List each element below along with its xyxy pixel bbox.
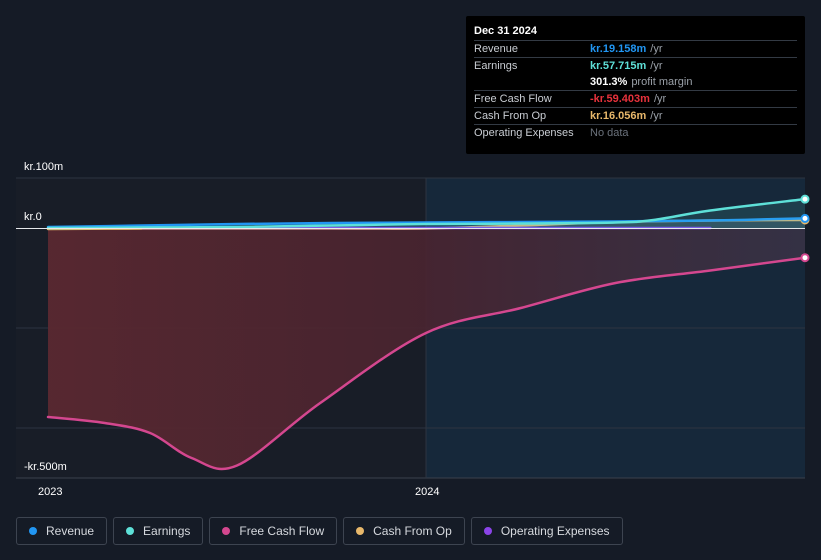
tooltip-unit: /yr bbox=[650, 60, 663, 72]
free-cash-flow-end-point bbox=[800, 253, 810, 263]
legend-dot-icon bbox=[29, 527, 37, 535]
x-tick-label: 2023 bbox=[38, 486, 62, 498]
legend-item-earnings[interactable]: Earnings bbox=[113, 517, 204, 545]
earnings-line bbox=[46, 197, 807, 230]
earnings-end-point bbox=[800, 194, 810, 204]
legend-label: Cash From Op bbox=[373, 524, 452, 538]
tooltip-label bbox=[474, 74, 590, 90]
earnings-area bbox=[48, 199, 805, 228]
legend-item-free-cash-flow[interactable]: Free Cash Flow bbox=[209, 517, 338, 545]
legend-item-cash-from-op[interactable]: Cash From Op bbox=[343, 517, 465, 545]
legend-label: Operating Expenses bbox=[500, 524, 610, 538]
tooltip: Dec 31 2024 Revenue kr.19.158m/yr Earnings… bbox=[466, 16, 805, 154]
tooltip-unit: /yr bbox=[653, 93, 667, 105]
chart: kr.100m kr.0 -kr.500m 2023 2024 bbox=[16, 161, 810, 498]
legend-item-revenue[interactable]: Revenue bbox=[16, 517, 108, 545]
legend-label: Revenue bbox=[46, 524, 95, 538]
tooltip-value: 301.3% bbox=[590, 76, 628, 88]
tooltip-label: Earnings bbox=[474, 60, 518, 72]
legend-dot-icon bbox=[483, 527, 492, 535]
tooltip-label: Revenue bbox=[474, 43, 519, 55]
free-cash-flow-area bbox=[48, 228, 805, 469]
y-tick-label: kr.0 bbox=[24, 211, 42, 223]
tooltip-value: kr.57.715m bbox=[590, 60, 647, 72]
tooltip-row: Free Cash Flow -kr.59.403m/yr bbox=[474, 90, 797, 107]
tooltip-unit: /yr bbox=[650, 43, 663, 55]
legend-dot-icon bbox=[222, 527, 231, 535]
y-tick-label: -kr.500m bbox=[24, 461, 67, 473]
revenue-line bbox=[46, 217, 807, 229]
tooltip-label: Operating Expenses bbox=[474, 127, 574, 139]
legend-dot-icon bbox=[126, 527, 135, 535]
legend-label: Free Cash Flow bbox=[239, 524, 325, 538]
tooltip-date: Dec 31 2024 bbox=[474, 25, 537, 37]
tooltip-label: Cash From Op bbox=[474, 110, 547, 122]
revenue-end-point bbox=[800, 213, 810, 223]
tooltip-row: 301.3% profit margin bbox=[474, 74, 797, 90]
tooltip-unit: profit margin bbox=[631, 76, 693, 88]
tooltip-unit: /yr bbox=[650, 110, 663, 122]
tooltip-row: Operating Expenses No data bbox=[474, 124, 797, 141]
legend: Revenue Earnings Free Cash Flow Cash From O… bbox=[16, 517, 623, 545]
x-tick-label: 2024 bbox=[415, 486, 439, 498]
legend-dot-icon bbox=[356, 527, 365, 535]
tooltip-value: kr.16.056m bbox=[590, 110, 647, 122]
tooltip-row: Cash From Op kr.16.056m/yr bbox=[474, 107, 797, 124]
free-cash-flow-line bbox=[46, 256, 807, 471]
legend-label: Earnings bbox=[143, 524, 191, 538]
legend-item-operating-expenses[interactable]: Operating Expenses bbox=[470, 517, 623, 545]
tooltip-value: No data bbox=[590, 127, 629, 139]
tooltip-value: kr.19.158m bbox=[590, 43, 647, 55]
tooltip-label: Free Cash Flow bbox=[474, 93, 552, 105]
y-tick-label: kr.100m bbox=[24, 161, 63, 173]
tooltip-value: -kr.59.403m bbox=[590, 93, 650, 105]
tooltip-row: Earnings kr.57.715m/yr bbox=[474, 57, 797, 74]
tooltip-row: Revenue kr.19.158m/yr bbox=[474, 40, 797, 57]
